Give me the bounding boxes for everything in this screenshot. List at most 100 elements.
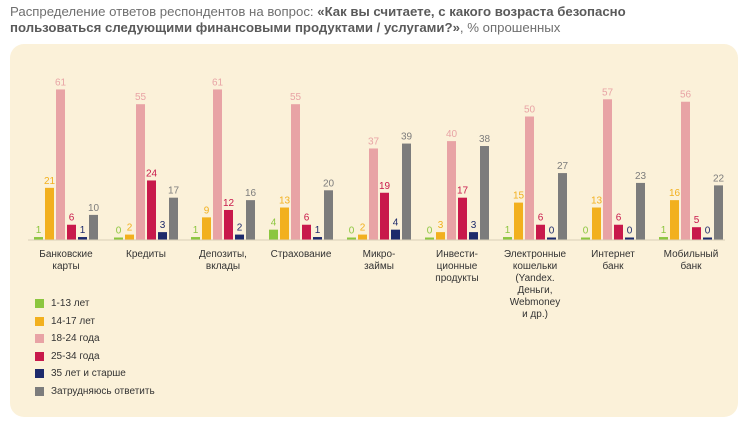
data-label: 10: [88, 203, 100, 214]
category-label: (Yandex.: [515, 273, 554, 284]
data-label: 12: [223, 198, 235, 209]
bar: [681, 101, 690, 240]
data-label: 50: [524, 105, 536, 116]
legend-swatch: [35, 334, 44, 344]
data-label: 0: [627, 226, 633, 237]
category-label: кошельки: [513, 261, 557, 272]
title-question: «Как вы считаете, с какого возраста безо…: [10, 4, 626, 35]
bar: [280, 207, 289, 240]
data-label: 22: [713, 173, 725, 184]
bar: [525, 116, 534, 240]
bar: [592, 207, 601, 240]
legend-label: 14-17 лет: [51, 315, 95, 327]
category-label: займы: [364, 261, 394, 272]
data-label: 55: [290, 92, 302, 103]
bar: [191, 237, 200, 240]
data-label: 61: [212, 77, 224, 88]
data-label: 21: [44, 176, 56, 187]
data-label: 6: [69, 213, 75, 224]
data-label: 3: [160, 220, 166, 231]
data-label: 20: [323, 178, 335, 189]
bar: [34, 237, 43, 240]
category-label: Депозиты,: [199, 249, 247, 260]
category-label: банк: [603, 260, 625, 272]
data-label: 1: [505, 225, 511, 236]
category-label: Микро-: [363, 249, 396, 260]
category-label: Webmoney: [510, 297, 560, 308]
bar: [114, 237, 123, 240]
bar: [636, 182, 645, 240]
bar: [147, 180, 156, 240]
bar: [614, 224, 623, 240]
data-label: 0: [705, 226, 711, 237]
data-label: 40: [446, 129, 458, 140]
bar: [402, 143, 411, 240]
legend-item: Затрудняюсь ответить: [35, 383, 155, 401]
data-label: 57: [602, 87, 614, 98]
data-label: 6: [304, 213, 310, 224]
bar: [358, 234, 367, 240]
data-label: 3: [438, 220, 444, 231]
bar: [480, 146, 489, 240]
legend-item: 35 лет и старше: [35, 365, 155, 383]
bar: [78, 237, 87, 240]
bar: [235, 234, 244, 240]
category-label: ционные: [437, 261, 478, 272]
bar: [313, 237, 322, 240]
category-label: Деньги,: [517, 285, 552, 296]
data-label: 38: [479, 134, 491, 145]
bar: [380, 192, 389, 240]
data-label: 17: [168, 186, 180, 197]
data-label: 16: [669, 188, 681, 199]
legend-label: Затрудняюсь ответить: [51, 385, 155, 397]
bar: [56, 89, 65, 240]
legend-swatch: [35, 299, 44, 309]
bar: [625, 237, 634, 240]
bar: [213, 89, 222, 240]
data-label: 16: [245, 188, 257, 199]
data-label: 55: [135, 92, 147, 103]
data-label: 39: [401, 132, 413, 143]
bar: [169, 197, 178, 240]
category-label: карты: [52, 261, 79, 272]
bar: [67, 224, 76, 240]
legend-swatch: [35, 351, 44, 361]
bar: [447, 141, 456, 240]
bar: [436, 232, 445, 240]
bar: [714, 185, 723, 240]
data-label: 1: [315, 225, 321, 236]
data-label: 9: [204, 205, 210, 216]
data-label: 56: [680, 90, 692, 101]
data-label: 0: [116, 226, 122, 237]
category-label: Инвести-: [436, 249, 478, 260]
legend-swatch: [35, 386, 44, 396]
bar: [369, 148, 378, 240]
data-label: 1: [80, 225, 86, 236]
legend-item: 25-34 года: [35, 348, 155, 366]
bar: [391, 229, 400, 240]
bar: [224, 209, 233, 240]
category-label: Интернет: [591, 249, 635, 260]
bar: [291, 104, 300, 240]
data-label: 23: [635, 171, 647, 182]
bar: [547, 237, 556, 240]
bar: [425, 237, 434, 240]
legend-item: 14-17 лет: [35, 313, 155, 331]
category-label: Электронные: [504, 249, 567, 260]
bar: [347, 237, 356, 240]
legend-label: 35 лет и старше: [51, 368, 126, 380]
data-label: 1: [36, 225, 42, 236]
data-label: 24: [146, 168, 158, 179]
data-label: 4: [393, 218, 399, 229]
bar: [659, 237, 668, 240]
bar: [558, 173, 567, 240]
title-suffix: , % опрошенных: [459, 20, 561, 35]
bar: [302, 224, 311, 240]
bar: [469, 232, 478, 240]
data-label: 13: [591, 196, 603, 207]
bar: [703, 237, 712, 240]
data-label: 27: [557, 161, 569, 172]
legend-swatch: [35, 316, 44, 326]
data-label: 6: [538, 213, 544, 224]
